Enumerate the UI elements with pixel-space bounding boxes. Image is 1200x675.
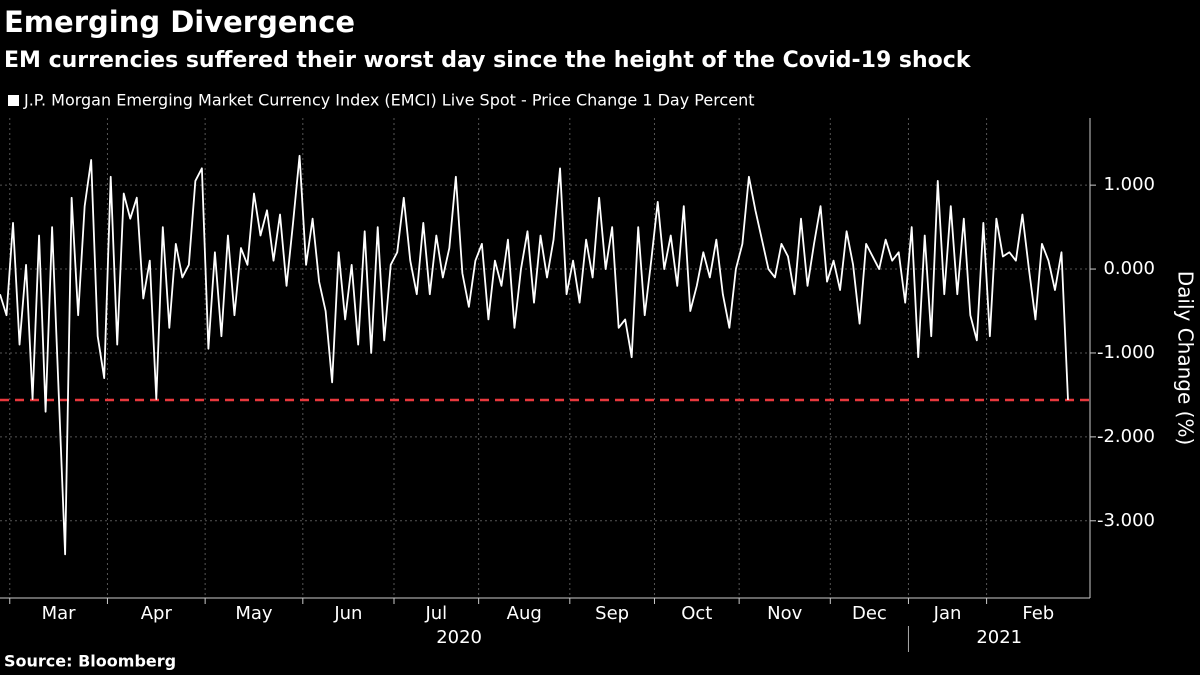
x-tick-label: Dec [852, 603, 887, 624]
x-tick-label: Sep [595, 603, 629, 624]
x-tick-label: May [235, 603, 273, 624]
x-tick-label: Aug [507, 603, 542, 624]
y-tick-label: 0.000 [1103, 258, 1155, 279]
y-tick-label: -2.000 [1097, 426, 1155, 447]
y-tick-label: -1.000 [1097, 342, 1155, 363]
x-tick-label: Jun [333, 603, 362, 624]
y-tick-label: -3.000 [1097, 510, 1155, 531]
x-tick-label: Jul [424, 603, 447, 624]
legend-label: J.P. Morgan Emerging Market Currency Ind… [23, 91, 754, 110]
x-tick-label: Feb [1022, 603, 1054, 624]
source: Source: Bloomberg [4, 652, 176, 671]
x-group-label: 2020 [436, 627, 482, 648]
chart-title: Emerging Divergence [4, 5, 355, 39]
x-tick-label: Jan [933, 603, 962, 624]
x-group-label: 2021 [976, 627, 1022, 648]
x-tick-label: Nov [767, 603, 802, 624]
y-axis-label: Daily Change (%) [1174, 271, 1198, 446]
legend-swatch [8, 95, 19, 106]
x-tick-label: Mar [42, 603, 77, 624]
x-tick-label: Oct [681, 603, 712, 624]
y-tick-label: 1.000 [1103, 174, 1155, 195]
x-tick-label: Apr [141, 603, 173, 624]
chart-subtitle: EM currencies suffered their worst day s… [4, 48, 972, 73]
series-line [0, 154, 1069, 556]
